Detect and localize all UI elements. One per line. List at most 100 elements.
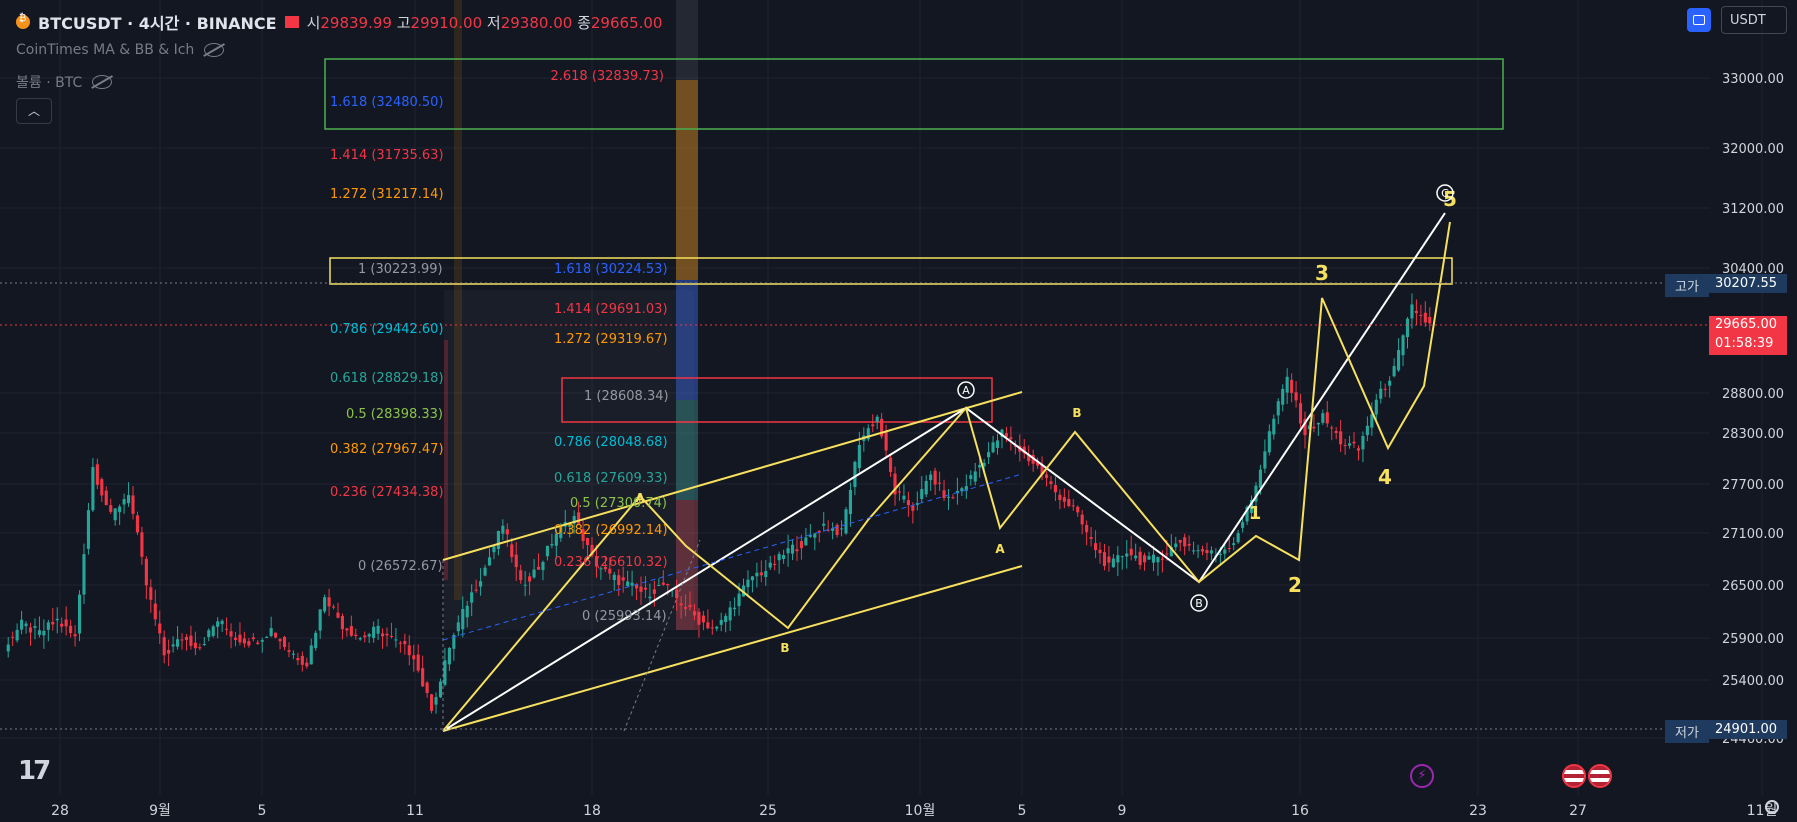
candle-body bbox=[238, 634, 242, 643]
candle-body bbox=[1062, 497, 1066, 502]
candle-body bbox=[1267, 431, 1271, 453]
lightning-icon[interactable]: ⚡ bbox=[1410, 764, 1434, 788]
fib-zone-green[interactable] bbox=[324, 58, 1504, 130]
candle-body bbox=[1343, 445, 1347, 447]
candle-body bbox=[1196, 550, 1200, 552]
candle-body bbox=[447, 647, 451, 665]
candle-body bbox=[416, 654, 420, 671]
candle-body bbox=[1236, 533, 1240, 543]
fib-labels: 2.618 (32839.73) 1.618 (32480.50) 1.414 (3… bbox=[330, 69, 669, 624]
candle-body bbox=[118, 506, 122, 513]
candle-body bbox=[532, 569, 536, 578]
us-flag-icon[interactable] bbox=[1562, 764, 1586, 788]
fib-level-label: 0.5 (28398.33) bbox=[346, 407, 443, 422]
price-tick: 25400.00 bbox=[1722, 674, 1784, 689]
indicator-ma-bb[interactable]: CoinTimes MA & BB & Ich bbox=[16, 42, 225, 58]
candle-body bbox=[523, 584, 527, 586]
candle-body bbox=[995, 440, 1000, 448]
fib-level-label: 0.618 (28829.18) bbox=[330, 371, 444, 386]
candle-body bbox=[1307, 425, 1312, 430]
candle-body bbox=[443, 660, 447, 685]
candle-body bbox=[367, 634, 371, 637]
candle-body bbox=[746, 579, 750, 588]
candle-body bbox=[603, 566, 607, 570]
symbol-title[interactable]: BTCUSDT · 4시간 · BINANCE bbox=[38, 14, 277, 33]
channel-lower bbox=[442, 565, 1023, 732]
candle-body bbox=[831, 528, 835, 531]
candle-body bbox=[929, 474, 933, 481]
candle-body bbox=[278, 639, 282, 642]
tradingview-logo[interactable]: 17 bbox=[18, 756, 51, 786]
candle-body bbox=[1330, 427, 1334, 429]
candle-body bbox=[95, 464, 99, 485]
fib-zone-yellow[interactable] bbox=[329, 257, 1453, 285]
collapse-legend-button[interactable]: ︿ bbox=[16, 98, 52, 124]
candle-body bbox=[211, 626, 215, 636]
low-tag-value: 24901.00 bbox=[1709, 720, 1787, 739]
candle-body bbox=[510, 544, 514, 558]
candle-body bbox=[1143, 555, 1147, 563]
currency-select[interactable]: USDT bbox=[1721, 6, 1787, 34]
candle-body bbox=[1245, 506, 1249, 522]
candle-body bbox=[184, 636, 189, 640]
eye-hidden-icon[interactable] bbox=[204, 43, 225, 57]
candle-body bbox=[144, 558, 148, 586]
fib-level-label: 1.414 (29691.03) bbox=[554, 302, 668, 317]
fib-level-label: 0.786 (29442.60) bbox=[330, 322, 444, 337]
candle-body bbox=[701, 615, 705, 623]
time-tick: 9월 bbox=[149, 803, 171, 819]
fib-level-label: 1.272 (31217.14) bbox=[330, 187, 444, 202]
btc-coin-icon bbox=[16, 13, 30, 29]
candle-body bbox=[24, 623, 28, 627]
candle-body bbox=[1036, 462, 1040, 466]
candle-body bbox=[358, 638, 362, 640]
channel-upper bbox=[442, 391, 1023, 561]
candle-body bbox=[1276, 401, 1280, 416]
candle-body bbox=[126, 495, 131, 504]
candle-body bbox=[1067, 499, 1071, 506]
time-tick: 10월 bbox=[905, 803, 936, 819]
candle-body bbox=[795, 549, 799, 552]
price-axis[interactable]: 33000.00 32000.00 31200.00 30400.00 28800.00… bbox=[1722, 72, 1784, 747]
candle-body bbox=[724, 615, 728, 623]
candle-body bbox=[1388, 380, 1392, 386]
candle-body bbox=[1352, 441, 1356, 444]
candle-body bbox=[398, 642, 402, 644]
eye-hidden-icon[interactable] bbox=[92, 75, 113, 89]
us-flag-icon[interactable] bbox=[1588, 764, 1612, 788]
candle-body bbox=[1218, 553, 1222, 555]
time-tick: 23 bbox=[1469, 803, 1487, 819]
candle-body bbox=[933, 470, 937, 485]
candle-body bbox=[1125, 553, 1129, 557]
candle-body bbox=[839, 528, 844, 530]
candle-body bbox=[309, 645, 313, 665]
chart-grid bbox=[0, 0, 1763, 795]
candle-body bbox=[1134, 555, 1138, 559]
candle-body bbox=[630, 582, 634, 586]
gear-icon[interactable] bbox=[1765, 800, 1779, 814]
candle-body bbox=[857, 444, 861, 469]
candle-body bbox=[438, 681, 443, 698]
candle-body bbox=[964, 486, 968, 491]
candle-body bbox=[813, 533, 817, 538]
candle-body bbox=[902, 495, 906, 500]
indicator-volume[interactable]: 볼륨 · BTC bbox=[16, 72, 113, 92]
candle-body bbox=[648, 596, 652, 599]
time-tick: 5 bbox=[258, 803, 267, 819]
time-tick: 25 bbox=[759, 803, 777, 819]
candle-body bbox=[1312, 426, 1316, 429]
candle-body bbox=[1241, 522, 1245, 528]
candle-body bbox=[1107, 556, 1111, 563]
candle-body bbox=[590, 544, 594, 556]
wave-label: 3 bbox=[1315, 261, 1329, 285]
time-axis[interactable]: 28 9월 5 11 18 25 10월 5 9 16 23 27 11월 bbox=[51, 803, 1777, 819]
candle-body bbox=[692, 611, 697, 616]
candle-body bbox=[581, 529, 585, 542]
candle-body bbox=[973, 471, 977, 482]
candle-body bbox=[799, 541, 804, 549]
candle-body bbox=[1138, 551, 1142, 565]
candle-body bbox=[109, 505, 113, 512]
layout-icon[interactable] bbox=[1687, 8, 1711, 32]
candle-body bbox=[380, 633, 385, 637]
